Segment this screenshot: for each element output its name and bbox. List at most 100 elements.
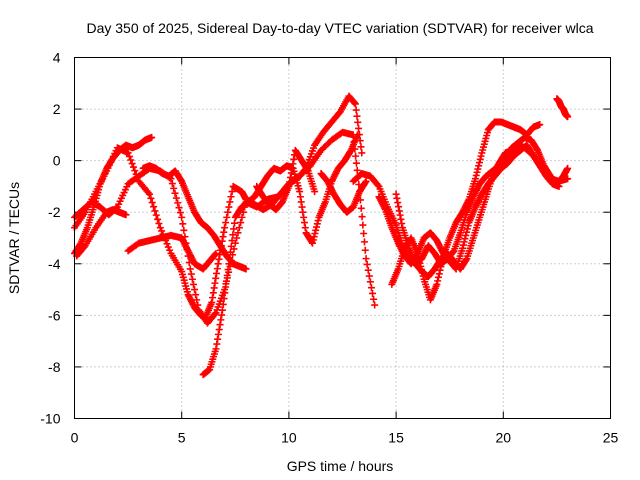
data-point bbox=[209, 294, 217, 302]
data-point bbox=[212, 274, 220, 282]
data-point bbox=[122, 211, 130, 219]
data-point bbox=[369, 289, 377, 297]
data-point bbox=[417, 262, 425, 270]
series-track-13 bbox=[139, 162, 250, 273]
data-point bbox=[124, 149, 132, 157]
data-point bbox=[164, 243, 172, 251]
data-point bbox=[374, 181, 382, 189]
data-point bbox=[301, 224, 309, 232]
data-point bbox=[395, 207, 403, 215]
data-point bbox=[296, 193, 304, 201]
data-point bbox=[188, 275, 196, 283]
data-point bbox=[234, 229, 242, 237]
data-point bbox=[208, 298, 216, 306]
series-track-11 bbox=[553, 95, 572, 121]
data-point bbox=[438, 259, 446, 267]
x-tick-label: 15 bbox=[388, 430, 404, 446]
data-point bbox=[298, 203, 306, 211]
series-track-5 bbox=[199, 131, 362, 379]
data-point bbox=[166, 246, 174, 254]
data-point bbox=[351, 99, 359, 107]
data-point bbox=[225, 203, 233, 211]
plot-frame bbox=[74, 57, 611, 419]
data-point bbox=[227, 242, 235, 250]
data-point bbox=[434, 277, 442, 285]
data-point bbox=[419, 272, 427, 280]
data-point bbox=[237, 219, 245, 227]
y-tick-label: -6 bbox=[48, 307, 61, 323]
data-point bbox=[296, 188, 304, 196]
data-point bbox=[222, 283, 230, 291]
data-point bbox=[242, 265, 250, 273]
data-point bbox=[150, 203, 158, 211]
series-track-2 bbox=[71, 133, 156, 257]
chart-title: Day 350 of 2025, Sidereal Day-to-day VTE… bbox=[86, 20, 593, 36]
data-point bbox=[238, 213, 246, 221]
y-tick-labels: 4 2 0 -2 -4 -6 -8 -10 bbox=[40, 50, 60, 427]
data-point bbox=[211, 250, 219, 258]
series-track-4 bbox=[124, 231, 220, 273]
data-point bbox=[171, 189, 179, 197]
data-point bbox=[360, 238, 368, 246]
data-point bbox=[172, 194, 180, 202]
data-point bbox=[193, 296, 201, 304]
data-point bbox=[353, 166, 361, 174]
data-point bbox=[285, 182, 293, 190]
x-tick-label: 10 bbox=[281, 430, 297, 446]
data-point bbox=[352, 152, 360, 160]
data-point bbox=[224, 208, 232, 216]
data-point bbox=[221, 289, 229, 297]
data-point bbox=[363, 260, 371, 268]
data-point bbox=[313, 220, 321, 228]
data-point bbox=[311, 229, 319, 237]
data-point bbox=[180, 226, 188, 234]
data-point bbox=[366, 278, 374, 286]
data-point bbox=[471, 175, 479, 183]
data-point bbox=[310, 233, 318, 241]
data-point bbox=[209, 289, 217, 297]
data-point bbox=[163, 240, 171, 248]
data-point bbox=[156, 224, 164, 232]
data-point bbox=[213, 340, 221, 348]
data-point bbox=[362, 177, 370, 185]
data-point bbox=[222, 219, 230, 227]
data-point bbox=[211, 310, 219, 318]
data-point bbox=[221, 224, 229, 232]
data-point bbox=[393, 194, 401, 202]
data-point bbox=[214, 335, 222, 343]
data-point bbox=[155, 219, 163, 227]
data-point bbox=[288, 164, 296, 172]
data-point bbox=[178, 213, 186, 221]
data-point bbox=[299, 208, 307, 216]
data-point bbox=[220, 228, 228, 236]
data-point bbox=[564, 175, 572, 183]
data-point bbox=[435, 270, 443, 278]
data-point bbox=[228, 237, 236, 245]
data-point bbox=[223, 213, 231, 221]
data-point bbox=[361, 179, 369, 187]
data-point bbox=[286, 178, 294, 186]
data-point bbox=[228, 188, 236, 196]
data-point bbox=[464, 222, 472, 230]
data-point bbox=[463, 228, 471, 236]
data-point bbox=[354, 131, 362, 139]
data-point bbox=[459, 244, 467, 252]
data-point bbox=[230, 219, 238, 227]
x-tick-label: 25 bbox=[603, 430, 619, 446]
data-point bbox=[436, 266, 444, 274]
data-point bbox=[300, 213, 308, 221]
data-point bbox=[226, 198, 234, 206]
data-point bbox=[175, 204, 183, 212]
data-point bbox=[233, 234, 241, 242]
data-point bbox=[394, 199, 402, 207]
y-tick-label: -2 bbox=[48, 204, 61, 220]
x-tick-labels: 0 5 10 15 20 25 bbox=[71, 430, 619, 446]
data-point bbox=[170, 184, 178, 192]
data-point bbox=[354, 118, 362, 126]
data-point bbox=[555, 182, 563, 190]
data-point bbox=[418, 269, 426, 277]
data-point bbox=[230, 225, 238, 233]
data-point bbox=[168, 180, 176, 188]
y-tick-label: 4 bbox=[53, 50, 61, 66]
